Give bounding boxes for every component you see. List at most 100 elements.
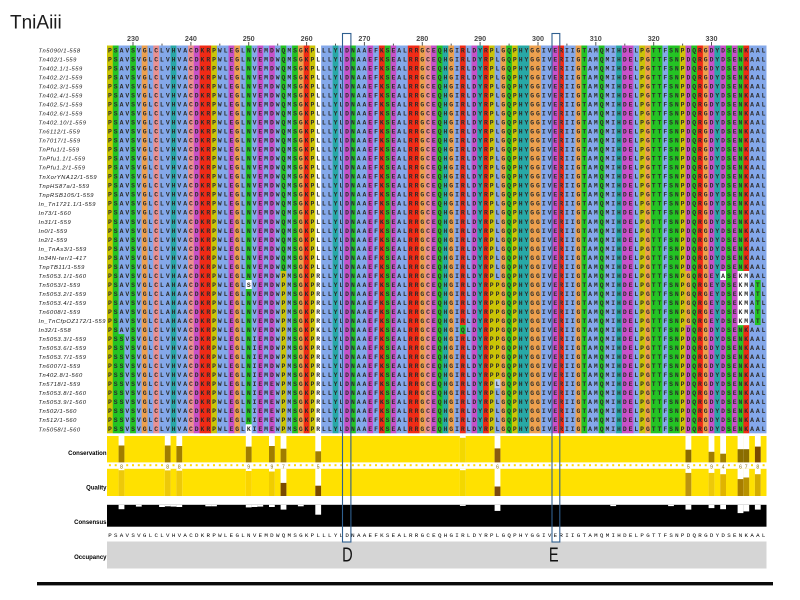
svg-text:Tn512/1-560: Tn512/1-560 (39, 418, 78, 424)
svg-text:PSAVSVGLCLVHVACDKRPWLEGLNVEMDW: PSAVSVGLCLVHVACDKRPWLEGLNVEMDWQMSGKPLLLY… (108, 111, 766, 118)
svg-text:4: 4 (722, 464, 725, 470)
svg-text:9: 9 (710, 464, 713, 470)
svg-text:PSSVSVGLCLVHVACDKRPWLEGLNIEMEW: PSSVSVGLCLVHVACDKRPWLEGLNIEMEWPMSGKPRLLY… (108, 417, 766, 424)
svg-text:TnPfu1.1/1-559: TnPfu1.1/1-559 (39, 157, 86, 163)
svg-text:Tn5053.1/1-560: Tn5053.1/1-560 (39, 274, 87, 280)
svg-text:8: 8 (166, 464, 169, 470)
svg-text:PSSVSVGLCLVHVACDKRPWLEGLNIEMEW: PSSVSVGLCLVHVACDKRPWLEGLNIEMEWPMSGKPRLLY… (108, 408, 766, 415)
svg-text:Tn402.2/1-559: Tn402.2/1-559 (39, 76, 83, 82)
svg-text:PSAVSVGLCLVHVACDKRPWLEGLNVEMDW: PSAVSVGLCLVHVACDKRPWLEGLNVEMDWQMSGKPLLLY… (108, 93, 766, 100)
svg-text:PSAVSVGLCLAHAACDKRPWLEGLNVEMDW: PSAVSVGLCLAHAACDKRPWLEGLNVEMDWPMSGKPRLLY… (108, 300, 766, 307)
svg-text:Tn5053/1-559: Tn5053/1-559 (39, 283, 81, 289)
svg-text:Tn5053.6/1-559: Tn5053.6/1-559 (39, 346, 87, 352)
svg-text:PSAVSVGLCLVHVACDKRPWLEGLNVEMDW: PSAVSVGLCLVHVACDKRPWLEGLNVEMDWQMSGKPLLLY… (108, 165, 766, 172)
svg-text:PSAVSVGLCLAHAACDKRPWLEGLNVEMDW: PSAVSVGLCLAHAACDKRPWLEGLNVEMDWPMSGKPRLLY… (108, 291, 766, 298)
svg-text:PSSVSVGLCLVHVACDKRPWLEGLNIEMEW: PSSVSVGLCLVHVACDKRPWLEGLNIEMEWPMSGKPRLLY… (108, 399, 766, 406)
svg-text:TnpRSB105/1-559: TnpRSB105/1-559 (39, 193, 95, 199)
svg-text:TnpTB11/1-559: TnpTB11/1-559 (39, 265, 86, 271)
svg-text:PSAVSVGLCLVHVACDKRPWLEGLNVEMDW: PSAVSVGLCLVHVACDKRPWLEGLNVEMDWQMSGKPLLLY… (108, 246, 766, 253)
svg-text:5: 5 (317, 464, 320, 470)
svg-text:TnpHS87a/1-559: TnpHS87a/1-559 (39, 184, 90, 190)
svg-text:PSAVSVGLCLVHVACDKRPWLEGLNVEMDW: PSAVSVGLCLVHVACDKRPWLEGLNVEMDWQMSGKPLLLY… (108, 156, 766, 163)
svg-text:PSAVSVGLCLVHVACDKRPWLEGLNVEMDW: PSAVSVGLCLVHVACDKRPWLEGLNVEMDWQMSGKPLLLY… (108, 47, 766, 54)
svg-text:Tn5053.4/1-559: Tn5053.4/1-559 (39, 301, 87, 307)
svg-text:In_TnCfpOZ172/1-559: In_TnCfpOZ172/1-559 (39, 319, 107, 325)
svg-text:8: 8 (120, 464, 123, 470)
svg-text:7: 7 (745, 464, 748, 470)
svg-text:Consensus: Consensus (74, 520, 107, 526)
svg-text:PSSVSVGLCLVHVACDKRPWLEGLNIEMDW: PSSVSVGLCLVHVACDKRPWLEGLNIEMDWPMSGKPRLLY… (108, 354, 766, 361)
svg-text:In73/1-560: In73/1-560 (39, 211, 72, 217)
svg-text:330: 330 (706, 34, 718, 43)
svg-text:Tn502/1-560: Tn502/1-560 (39, 409, 78, 415)
svg-text:PSSVSVGLCLVHVACDKRPWLEGLNIEMDW: PSSVSVGLCLVHVACDKRPWLEGLNIEMDWPMSGKPRLLY… (108, 372, 766, 379)
svg-text:PSAVSVGLCLVHVACDKRPWLEGLNVEMDW: PSAVSVGLCLVHVACDKRPWLEGLNVEMDWQMSGKPLLLY… (108, 120, 766, 127)
svg-text:PSAVSVGLCLVHVACDKRPWLEGLNVEMDW: PSAVSVGLCLVHVACDKRPWLEGLNVEMDWQMSGKPLLLY… (108, 228, 766, 235)
svg-text:Tn6112/1-559: Tn6112/1-559 (39, 130, 81, 136)
svg-text:5: 5 (687, 464, 690, 470)
svg-text:310: 310 (590, 34, 602, 43)
svg-text:PSAVSVGLCLAHAACDKRPWLEGLNVEMDW: PSAVSVGLCLAHAACDKRPWLEGLNVEMDWPMSGKPRLLY… (108, 309, 766, 316)
svg-text:Tn5053.7/1-559: Tn5053.7/1-559 (39, 355, 87, 361)
svg-text:240: 240 (185, 34, 197, 43)
svg-text:PSAVSVGLCLVHAACDKRPWLEGLNVEMDW: PSAVSVGLCLVHAACDKRPWLEGLNVEMDWPMSGKPRLLY… (108, 273, 766, 280)
svg-text:Tn5090/1-558: Tn5090/1-558 (39, 49, 81, 55)
svg-text:Tn6008/1-559: Tn6008/1-559 (39, 310, 81, 316)
svg-text:PSSVSVGLCLVHVACDKRPWLEGLNIEMEW: PSSVSVGLCLVHVACDKRPWLEGLNIEMEWPMSGKPRLLY… (108, 381, 766, 388)
svg-text:230: 230 (127, 34, 139, 43)
svg-text:Tn402/1-559: Tn402/1-559 (39, 58, 78, 64)
svg-text:PSAVSVGLCLVHVACDKRPWLEGLNVEMDW: PSAVSVGLCLVHVACDKRPWLEGLNVEMDWQMSGKPLLLY… (108, 255, 766, 262)
svg-text:PSAVSVGLCLVHVACDKRPWLEGLNVEMDW: PSAVSVGLCLVHVACDKRPWLEGLNVEMDWQMSGKPLLLY… (108, 84, 766, 91)
svg-text:PSAVSVGLCLVHVACDKRPWLEGLNVEMDW: PSAVSVGLCLVHVACDKRPWLEGLNVEMDWQMSGKPLLLY… (108, 102, 766, 109)
svg-text:PSAVSVGLCLVHVACDKRPWLEGLNVEMDW: PSAVSVGLCLVHVACDKRPWLEGLNVEMDWPMSGKPKLLY… (108, 327, 766, 334)
svg-text:Tn5053.3/1-559: Tn5053.3/1-559 (39, 337, 87, 343)
svg-text:Tn402.4/1-559: Tn402.4/1-559 (39, 94, 83, 100)
svg-text:Tn5053.8/1-560: Tn5053.8/1-560 (39, 391, 87, 397)
svg-text:9: 9 (247, 464, 250, 470)
svg-text:PSAVSVGLCLVHVACDKRPWLEGLNVEMDW: PSAVSVGLCLVHVACDKRPWLEGLNVEMDWQMSGKPLLLY… (108, 65, 766, 72)
svg-text:6: 6 (496, 464, 499, 470)
svg-text:PSAVSVGLCLVHVACDKRPWLEGLNVEMDW: PSAVSVGLCLVHVACDKRPWLEGLNVEMDWQMSGKPLLLY… (108, 219, 766, 226)
svg-text:In32/1-558: In32/1-558 (39, 328, 72, 334)
svg-text:Quality: Quality (86, 486, 107, 492)
svg-text:PSAVSVGLCLVHVACDKRPWLEGLNVEMDW: PSAVSVGLCLVHVACDKRPWLEGLNVEMDWQMSGKPLLLY… (108, 210, 766, 217)
svg-text:Tn5058/1-560: Tn5058/1-560 (39, 427, 81, 433)
svg-text:9: 9 (271, 464, 274, 470)
svg-text:PSAVSVGLCLAHAACDKRPWLEGLSVEMDW: PSAVSVGLCLAHAACDKRPWLEGLSVEMDWPMSGKPRLLY… (108, 282, 766, 289)
svg-text:PSAVSVGLCLVHVACDKRPWLEGLNVEMDW: PSAVSVGLCLVHVACDKRPWLEGLNVEMDWQMSGKPLLLY… (108, 532, 766, 539)
svg-text:PSSVSVGLCLVHVACDKRPWLEGLKIEMEW: PSSVSVGLCLVHVACDKRPWLEGLKIEMEWPMSGKPRLLY… (108, 426, 766, 433)
svg-text:7: 7 (282, 464, 285, 470)
svg-text:In0/1-559: In0/1-559 (39, 229, 68, 235)
svg-text:PSAVSVGLCLVHVACDKRPWLEGLNVEMDW: PSAVSVGLCLVHVACDKRPWLEGLNVEMDWQMSGKPLLLY… (108, 147, 766, 154)
svg-text:TnXorYNA12/1-559: TnXorYNA12/1-559 (39, 175, 98, 181)
svg-text:Tn402.10/1-559: Tn402.10/1-559 (39, 121, 87, 127)
svg-text:PSAVSVGLCLVHVACDKRPWLEGLNVEMDW: PSAVSVGLCLVHVACDKRPWLEGLNVEMDWQMSGKPLLLY… (108, 138, 766, 145)
svg-text:In31/1-559: In31/1-559 (39, 220, 72, 226)
svg-text:PSAVSVGLCLVHVACDKRPWLEGLNVEMDW: PSAVSVGLCLVHVACDKRPWLEGLNVEMDWQMSGKPLLLY… (108, 129, 766, 136)
svg-text:PSSVSVGLCLVHVACDKRPWLEGLNIEMDW: PSSVSVGLCLVHVACDKRPWLEGLNIEMDWPMSGKPRLLY… (108, 345, 766, 352)
svg-text:PSSVSVGLCLVHVACDKRPWLEGLNIEMEW: PSSVSVGLCLVHVACDKRPWLEGLNIEMEWPMSGKPRLLY… (108, 390, 766, 397)
svg-text:PSAVSVGLCLVHVACDKRPWLEGLNVEMDW: PSAVSVGLCLVHVACDKRPWLEGLNVEMDWQMSGKPLLLY… (108, 174, 766, 181)
svg-text:320: 320 (648, 34, 660, 43)
svg-text:Tn402.3/1-559: Tn402.3/1-559 (39, 85, 83, 91)
svg-text:PSAVSVGLCLVHVACDKRPWLEGLNVEMDW: PSAVSVGLCLVHVACDKRPWLEGLNVEMDWQMSGKPLLLY… (108, 183, 766, 190)
svg-text:270: 270 (358, 34, 370, 43)
svg-text:6: 6 (739, 464, 742, 470)
svg-text:280: 280 (416, 34, 428, 43)
svg-text:PSAVSVGLCLVHVACDKRPWLEGLNVEMDW: PSAVSVGLCLVHVACDKRPWLEGLNVEMDWQMSGKPLLLY… (108, 56, 766, 63)
svg-text:Tn7017/1-559: Tn7017/1-559 (39, 139, 81, 145)
svg-text:250: 250 (243, 34, 255, 43)
svg-text:D: D (342, 543, 353, 566)
svg-text:PSAVSVGLCLVHVACDKRPWLEGLNVEMDW: PSAVSVGLCLVHVACDKRPWLEGLNVEMDWQMSGKPLLLY… (108, 192, 766, 199)
svg-text:PSAVSVGLCLVHVACDKRPWLEGLNVEMDW: PSAVSVGLCLVHVACDKRPWLEGLNVEMDWQMSGKPLLLY… (108, 264, 766, 271)
svg-text:In_TnAs3/1-559: In_TnAs3/1-559 (39, 247, 88, 253)
svg-text:PSAVSVGLCLAHAACDKRPWLEGLNVEMDW: PSAVSVGLCLAHAACDKRPWLEGLNVEMDWPMSGKPRLLY… (108, 318, 766, 325)
svg-text:Tn5053.2/1-559: Tn5053.2/1-559 (39, 292, 87, 298)
svg-text:Tn402.8/1-560: Tn402.8/1-560 (39, 373, 83, 379)
svg-text:Tn6007/1-559: Tn6007/1-559 (39, 364, 81, 370)
svg-text:Occupancy: Occupancy (74, 555, 107, 561)
svg-text:Tn402.1/1-559: Tn402.1/1-559 (39, 67, 83, 73)
svg-text:8: 8 (756, 464, 759, 470)
svg-text:PSSVSVGLCLVHVACDKRPWLEGLNIEMDW: PSSVSVGLCLVHVACDKRPWLEGLNIEMDWPMSGKPRLLY… (108, 363, 766, 370)
svg-text:TnPfu1/1-559: TnPfu1/1-559 (39, 148, 80, 154)
